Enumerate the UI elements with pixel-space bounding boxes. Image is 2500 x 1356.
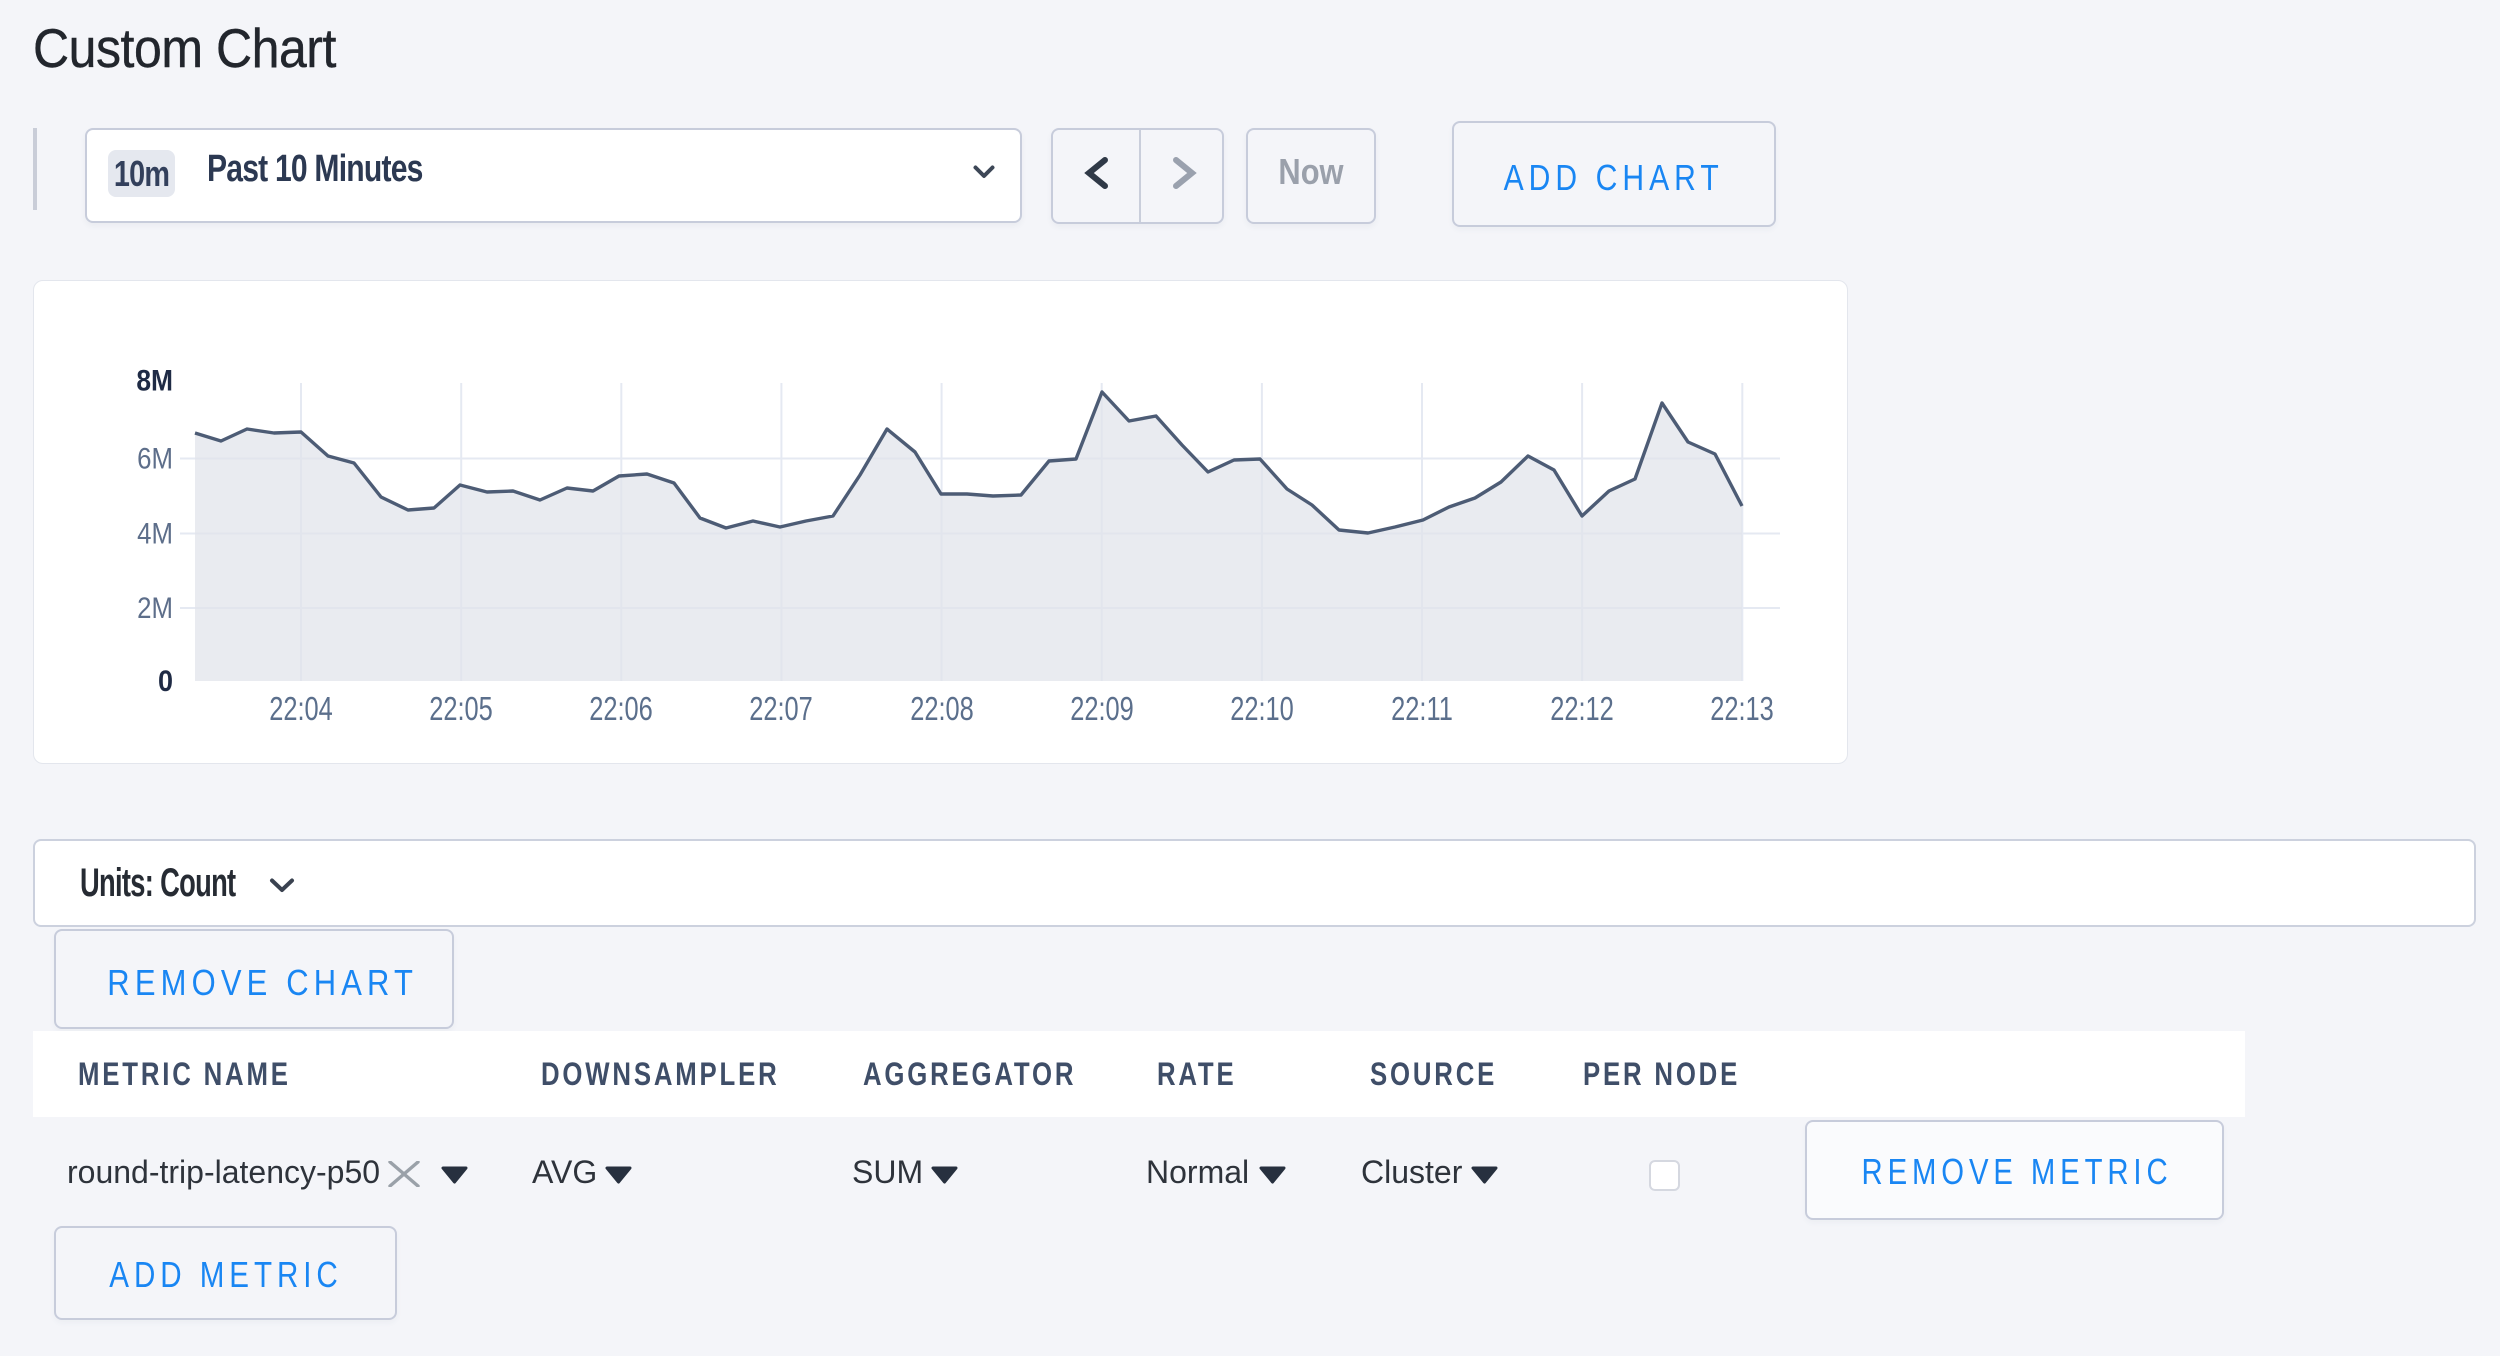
svg-text:22:11: 22:11 <box>1391 691 1453 728</box>
svg-text:22:06: 22:06 <box>589 691 653 728</box>
svg-text:22:04: 22:04 <box>269 691 333 728</box>
svg-text:22:07: 22:07 <box>749 691 813 728</box>
svg-text:22:13: 22:13 <box>1710 691 1774 728</box>
svg-text:22:12: 22:12 <box>1550 691 1614 728</box>
svg-text:22:05: 22:05 <box>429 691 493 728</box>
svg-text:6M: 6M <box>137 442 173 475</box>
svg-text:22:09: 22:09 <box>1070 691 1134 728</box>
svg-text:22:08: 22:08 <box>910 691 974 728</box>
svg-text:0: 0 <box>158 665 173 699</box>
svg-text:8M: 8M <box>136 363 173 397</box>
svg-text:4M: 4M <box>137 517 173 550</box>
svg-text:22:10: 22:10 <box>1230 691 1294 728</box>
svg-text:2M: 2M <box>137 591 173 624</box>
